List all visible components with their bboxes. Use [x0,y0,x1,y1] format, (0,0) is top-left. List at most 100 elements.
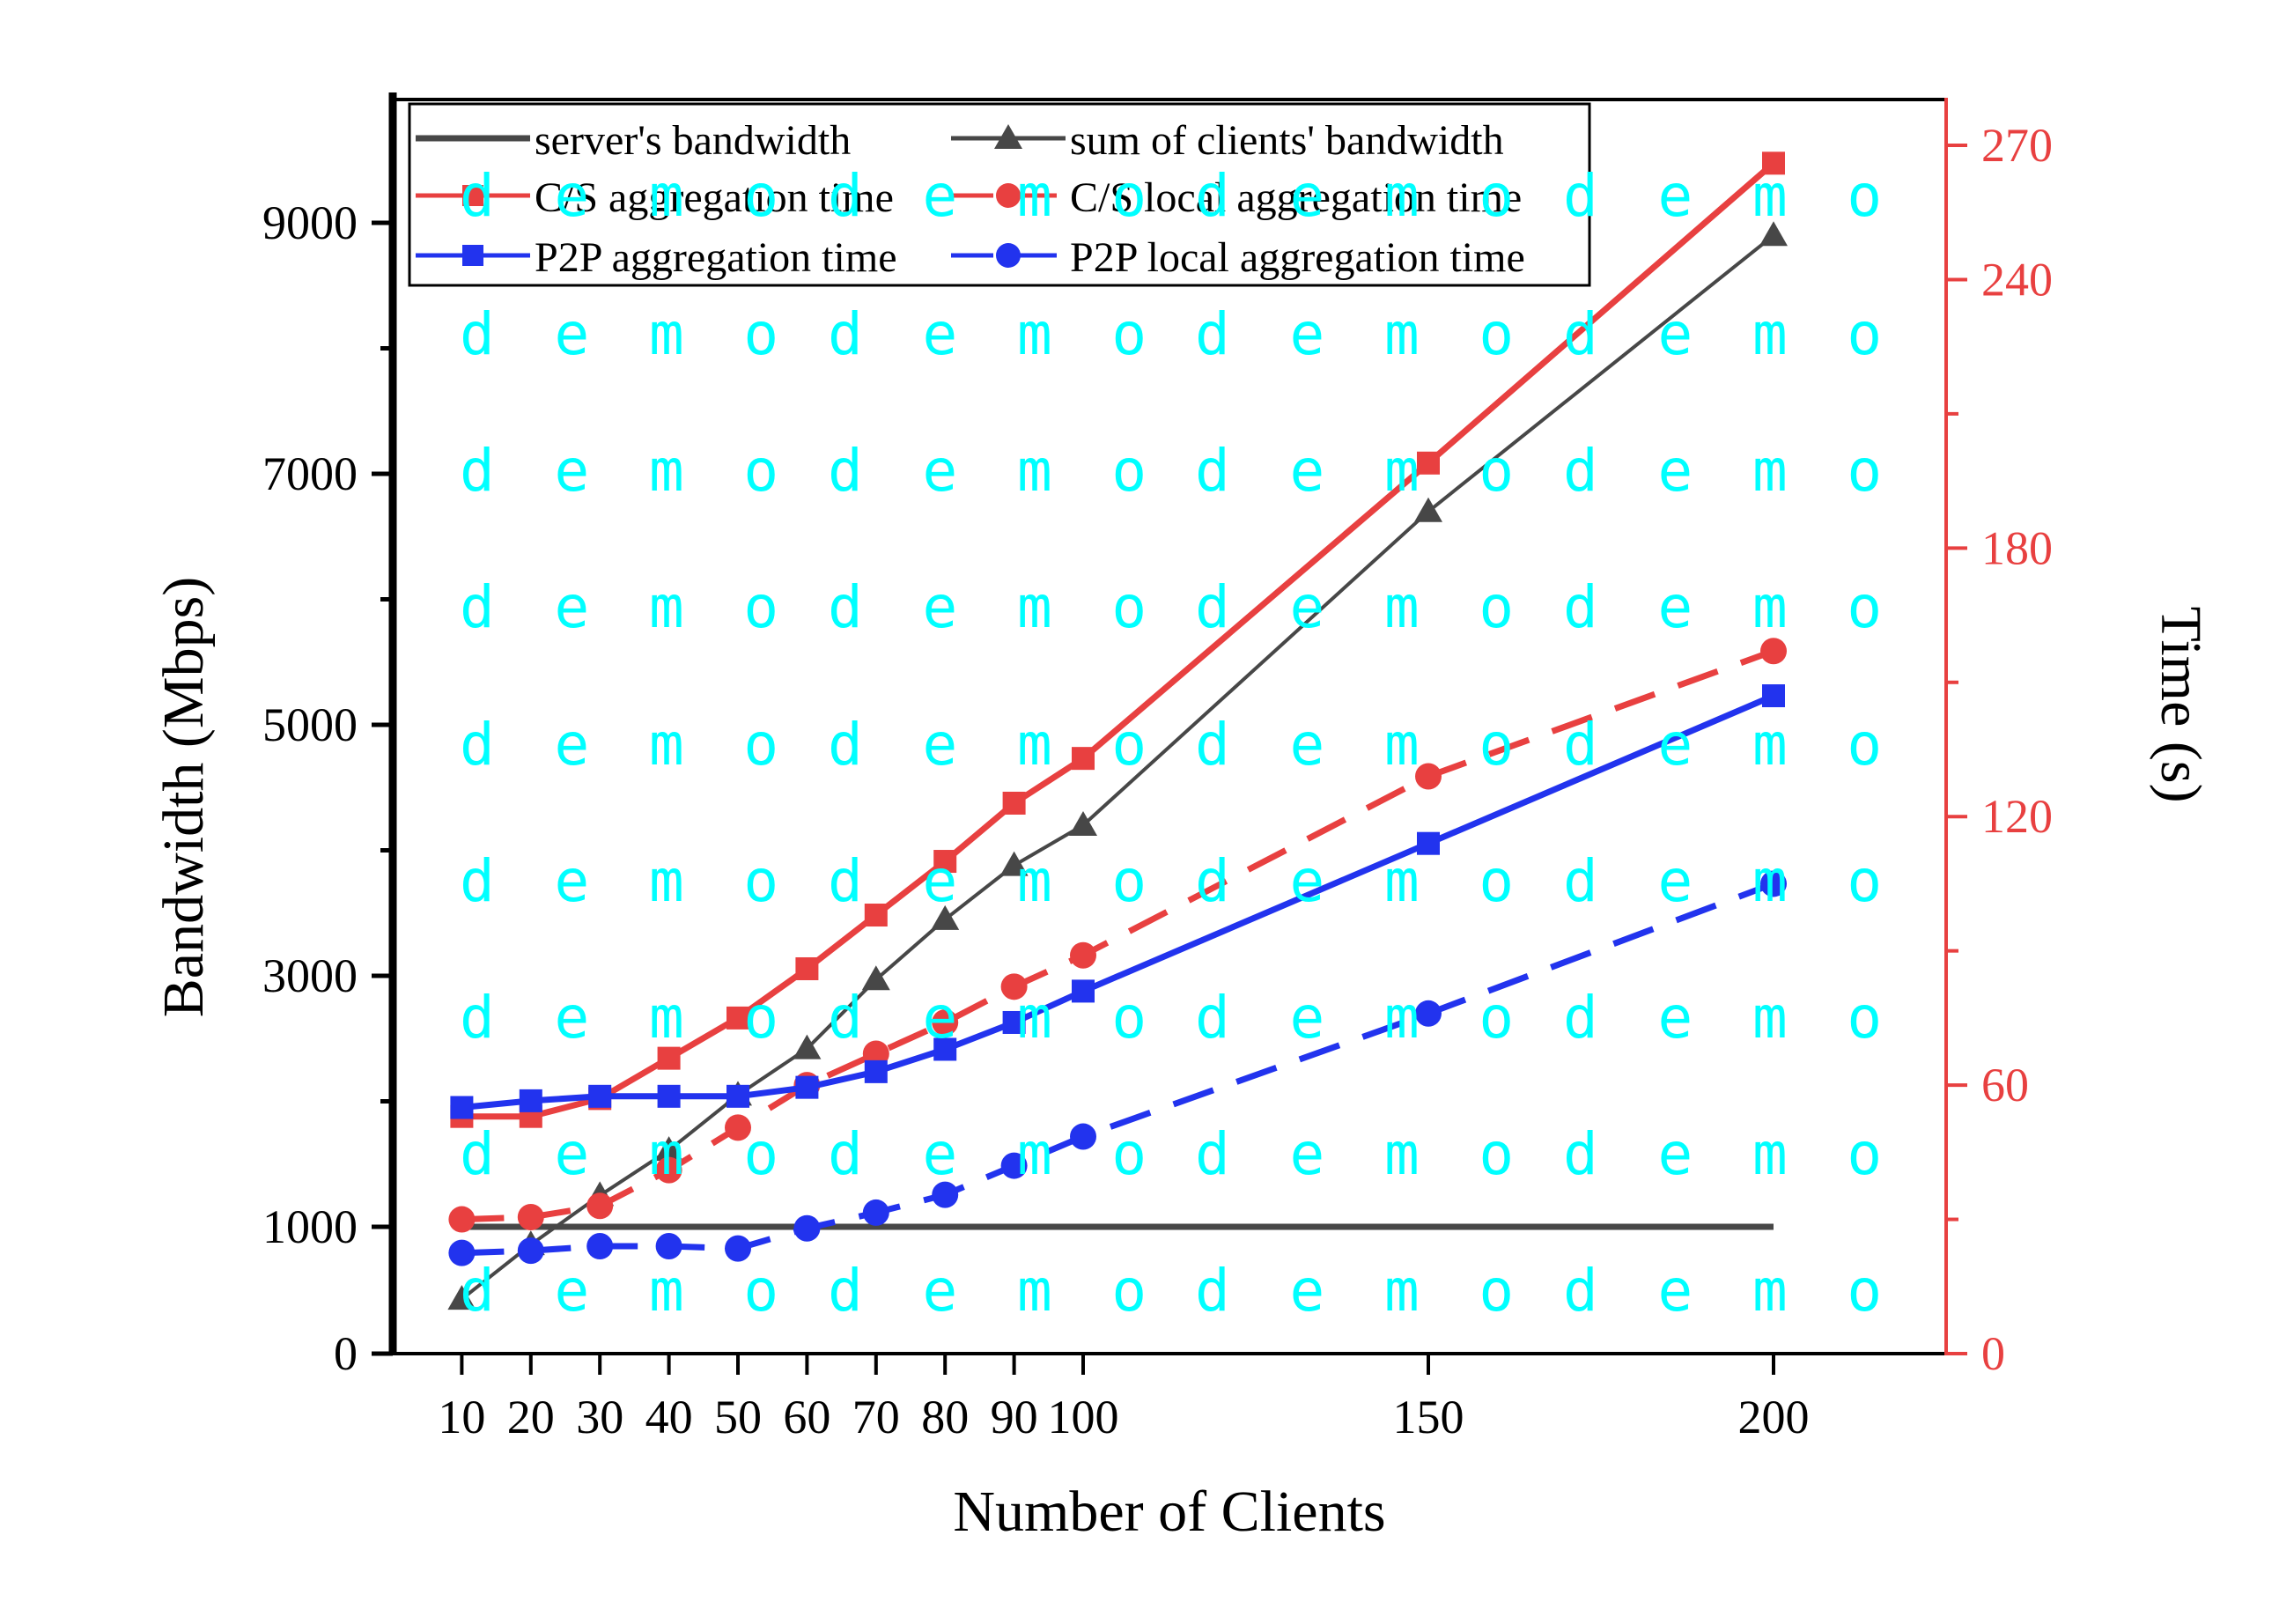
data-point [1072,979,1095,1003]
legend-label: C/S aggregation time [535,174,894,221]
x-tick-label: 100 [1048,1391,1119,1443]
legend-label: P2P aggregation time [535,234,897,281]
data-point [1000,973,1028,1000]
watermark-text: d e m o [460,162,791,230]
data-point [1760,638,1787,665]
watermark-text: d e m o [828,162,1159,230]
data-point [726,1084,749,1108]
watermark-text: d e m o [1195,984,1526,1052]
data-point [1759,221,1788,247]
legend-marker [996,243,1021,268]
x-tick-label: 150 [1393,1391,1464,1443]
data-point [1762,151,1785,175]
series-line [461,647,1775,1223]
series-line [461,692,1775,1111]
data-point [1417,831,1440,855]
data-point [588,1084,612,1108]
y-right-tick-label: 180 [1981,521,2053,574]
watermark-text: d e m o [460,300,791,368]
y-right-tick-label: 60 [1981,1059,2029,1111]
legend-label: sum of clients' bandwidth [1070,117,1504,164]
legend-label: server's bandwidth [535,117,851,164]
y-left-tick-label: 1000 [262,1200,358,1253]
watermark-text: d e m o [1563,437,1894,505]
y-left-tick-label: 0 [334,1327,358,1380]
plot-series [447,151,1788,1310]
data-point [999,851,1029,876]
legend-label: C/S local aggregation time [1070,174,1522,221]
data-point [861,965,890,991]
legend-label: P2P local aggregation time [1070,234,1525,281]
watermark-text: d e m o [1195,847,1526,915]
watermark: d e m o d e m o d e m o d e m o d e m o d e m… [460,162,1894,1325]
data-point [864,904,888,927]
series-line [461,160,1776,1120]
watermark-text: d e m o [1195,300,1526,368]
watermark-text: d e m o [1563,1120,1894,1188]
data-point [448,1206,476,1233]
legend-item: P2P aggregation time [416,234,897,281]
watermark-text: d e m o [1563,162,1894,230]
y-axis-left-label: Bandwidth (Mbps) [151,577,216,1017]
x-tick-label: 40 [645,1391,693,1443]
series-6 [448,870,1787,1266]
data-point [725,1235,751,1262]
watermark-text: d e m o [828,1257,1159,1325]
data-point [793,1214,821,1242]
data-point [586,1233,614,1260]
watermark-text: d e m o [1195,1120,1526,1188]
data-point [793,1034,822,1059]
data-point [1000,1152,1028,1179]
data-point [1417,451,1440,475]
data-point [931,904,960,930]
data-point [447,1285,476,1310]
data-point [655,1156,682,1184]
data-point [1072,747,1095,771]
data-point [450,1096,474,1119]
data-point [655,1233,682,1260]
y-right-tick-label: 120 [1981,790,2053,843]
data-point [933,850,957,874]
watermark-text: d e m o [1563,711,1894,779]
y-left-tick-label: 7000 [262,447,358,500]
watermark-text: d e m o [460,1120,791,1188]
watermark-text: d e m o [1563,984,1894,1052]
x-tick-label: 90 [991,1391,1038,1443]
legend: server's bandwidth sum of clients' bandwi… [408,102,1591,287]
x-tick-label: 200 [1738,1391,1810,1443]
watermark-text: d e m o [828,847,1159,915]
x-tick-label: 70 [852,1391,900,1443]
legend-marker [994,124,1022,149]
data-point [657,1046,681,1070]
watermark-text: d e m o [1195,437,1526,505]
series-5 [450,684,1785,1119]
data-point [795,956,819,980]
y-left-tick-label: 9000 [262,196,358,249]
data-point [725,1114,751,1141]
y-right-tick-label: 240 [1981,253,2053,306]
x-tick-label: 20 [507,1391,555,1443]
data-point [519,1089,542,1112]
watermark-text: d e m o [460,711,791,779]
data-point [654,1136,683,1162]
watermark-text: d e m o [1195,711,1526,779]
watermark-text: d e m o [460,1257,791,1325]
data-point [1414,497,1442,522]
legend-item: C/S aggregation time [416,174,894,221]
axes: 10 20 30 40 50 60 70 80 90 100 150 200 0 1000 3000 5000… [262,92,2053,1443]
watermark-text: d e m o [1563,847,1894,915]
legend-item: server's bandwidth [416,117,851,164]
data-point [726,1006,749,1030]
x-tick-label: 30 [576,1391,623,1443]
data-point [795,1075,819,1099]
watermark-text: d e m o [460,984,791,1052]
legend-item: C/S local aggregation time [951,174,1522,221]
data-point [448,1239,476,1266]
y-right-tick-label: 0 [1981,1327,2005,1380]
watermark-text: d e m o [1195,1257,1526,1325]
series-line [461,881,1775,1257]
data-point [586,1192,614,1220]
data-point [932,1181,959,1208]
watermark-text: d e m o [828,984,1159,1052]
